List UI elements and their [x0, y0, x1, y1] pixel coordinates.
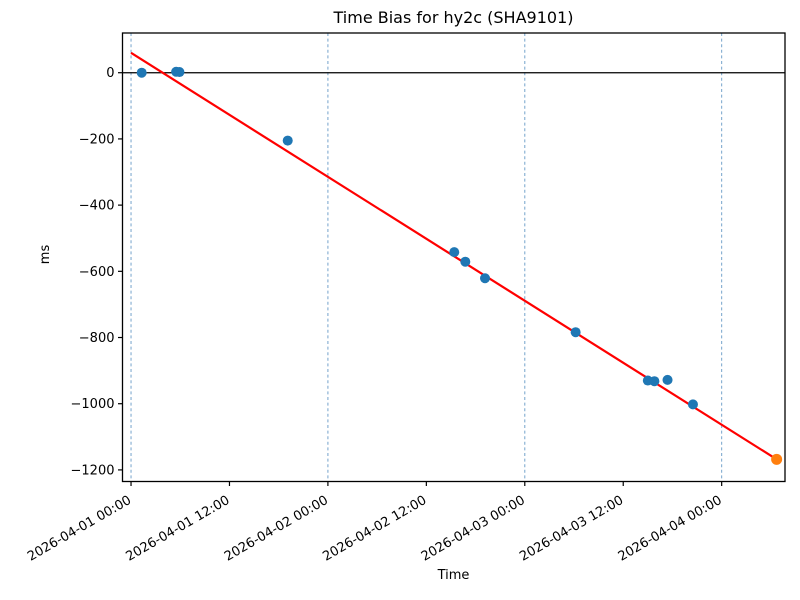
x-tick-label: 2026-04-02 00:00	[222, 493, 331, 565]
x-axis-label: Time	[437, 568, 470, 583]
chart-title: Time Bias for hy2c (SHA9101)	[333, 8, 574, 27]
y-axis-label: ms	[38, 244, 54, 265]
y-tick-label: −1000	[71, 397, 115, 412]
bias-observations-point	[449, 247, 460, 258]
y-tick-label: −800	[79, 331, 115, 346]
x-tick-label: 2026-04-01 12:00	[124, 493, 233, 565]
latest-observation-point	[771, 453, 783, 465]
x-tick-label: 2026-04-03 00:00	[419, 493, 528, 565]
y-tick-label: −600	[79, 265, 115, 280]
x-tick-label: 2026-04-04 00:00	[616, 493, 725, 565]
y-tick-label: −200	[79, 132, 115, 147]
x-tick-label: 2026-04-01 00:00	[25, 493, 134, 565]
y-tick-label: −400	[79, 199, 115, 214]
x-tick-label: 2026-04-03 12:00	[517, 493, 626, 565]
bias-observations-point	[480, 273, 491, 284]
bias-observations-point	[570, 327, 581, 338]
bias-observations-point	[136, 67, 147, 78]
bias-observations-point	[174, 67, 185, 78]
bias-observations-point	[662, 374, 673, 385]
y-tick-label: −1200	[71, 463, 115, 478]
bias-observations-point	[687, 399, 698, 410]
y-tick-label: 0	[106, 66, 114, 81]
plot-border	[121, 32, 786, 483]
x-tick-label: 2026-04-02 12:00	[320, 493, 429, 565]
bias-observations-point	[649, 376, 660, 387]
bias-observations-point	[282, 135, 293, 146]
bias-observations-point	[460, 256, 471, 267]
